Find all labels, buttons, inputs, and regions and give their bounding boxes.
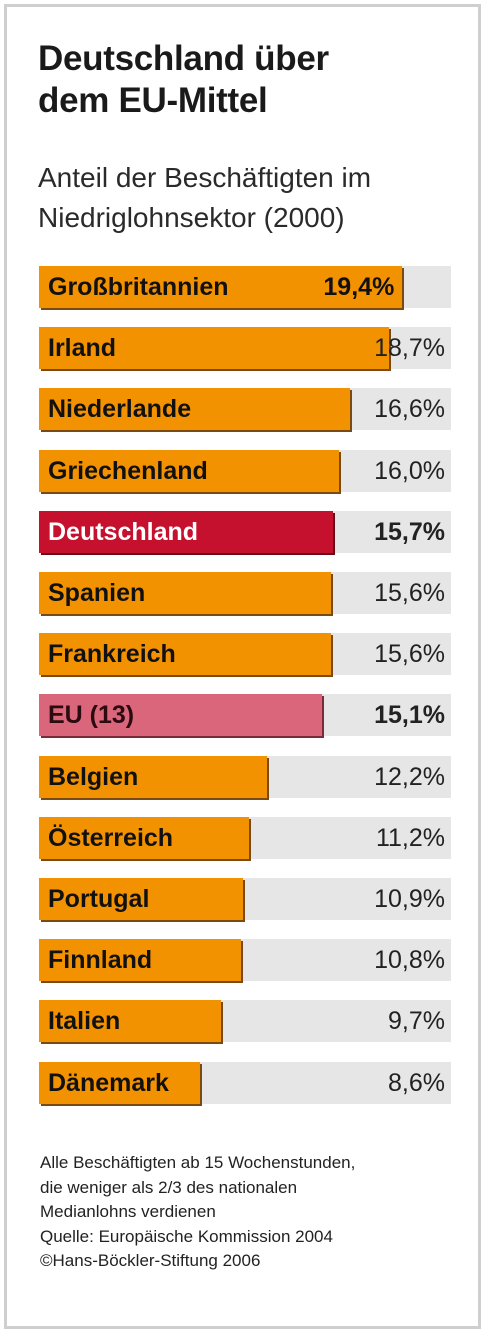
footnote-line-1: Alle Beschäftigten ab 15 Wochenstunden,: [40, 1153, 356, 1172]
bar-row: Österreich 11,2%: [39, 816, 451, 859]
bar-row: Deutschland 15,7%: [39, 510, 451, 553]
bar-row: Griechenland 16,0%: [39, 449, 451, 492]
bar-label: Großbritannien: [48, 273, 229, 301]
bar-label: Finnland: [48, 946, 153, 975]
chart-subtitle: Anteil der Beschäftigten im Niedriglohns…: [38, 158, 478, 238]
data-label: 16,0%: [374, 456, 445, 485]
data-label: 15,1%: [374, 701, 445, 730]
bar-label: Frankreich: [48, 640, 176, 669]
data-label: 10,8%: [374, 946, 445, 975]
bar-row: Spanien 15,6%: [39, 572, 451, 614]
bar-label: Griechenland: [48, 456, 208, 485]
title-line-1: Deutschland über: [38, 39, 329, 78]
bar-label: Italien: [48, 1007, 121, 1036]
bar-label: Irland: [48, 334, 117, 363]
subtitle-line-2: Niedriglohnsektor (2000): [38, 202, 345, 233]
bar-row: Frankreich 15,6%: [39, 633, 451, 676]
data-label: 9,7%: [388, 1007, 445, 1036]
bar-label: Spanien: [48, 579, 146, 607]
data-label: 15,7%: [374, 517, 445, 546]
bar-chart: Großbritannien 19,4% Irland 18,7% Niederland…: [39, 266, 451, 1106]
bar: [39, 816, 249, 859]
bar-row: Niederlande 16,6%: [39, 388, 451, 431]
data-label: 10,9%: [374, 885, 445, 913]
bar: [39, 266, 403, 308]
bar-label: Österreich: [48, 823, 174, 852]
bar-label: Deutschland: [48, 517, 199, 546]
bar: [39, 572, 332, 614]
bar-row: Finnland 10,8%: [39, 939, 451, 982]
data-label: 15,6%: [374, 579, 445, 607]
copyright-line: ©Hans-Böckler-Stiftung 2006: [40, 1251, 261, 1270]
chart-title: Deutschland über dem EU-Mittel: [38, 38, 478, 122]
footnote: Alle Beschäftigten ab 15 Wochenstunden, …: [40, 1151, 470, 1274]
bar: [39, 388, 350, 431]
chart-frame: [4, 4, 481, 1329]
bar: [39, 939, 242, 982]
data-label: 12,2%: [374, 762, 445, 791]
source-line: Quelle: Europäische Kommission 2004: [40, 1226, 333, 1246]
data-label: 18,7%: [374, 334, 445, 363]
data-label: 8,6%: [388, 1068, 445, 1097]
footnote-line-3: Medianlohns verdienen: [40, 1202, 216, 1221]
bar: [39, 327, 390, 370]
bar-label: Belgien: [48, 762, 139, 791]
subtitle-line-1: Anteil der Beschäftigten im: [38, 162, 372, 193]
bar-label: Dänemark: [48, 1068, 169, 1097]
bar: [39, 1061, 201, 1104]
bar: [39, 755, 268, 798]
bar-row: Dänemark 8,6%: [39, 1061, 451, 1104]
bar-row: EU (13) 15,1%: [39, 694, 451, 737]
data-label: 16,6%: [374, 395, 445, 424]
data-label: 19,4%: [323, 273, 395, 301]
bar-row: Großbritannien 19,4%: [39, 266, 451, 308]
bar: [39, 633, 332, 676]
bar-row: Belgien 12,2%: [39, 755, 451, 798]
bar: [39, 510, 334, 553]
bar: [39, 1000, 221, 1043]
bar-label: Portugal: [48, 885, 150, 913]
data-label: 11,2%: [375, 823, 445, 852]
bar-row: Irland 18,7%: [39, 327, 451, 370]
bar-label: EU (13): [48, 701, 135, 730]
footnote-line-2: die weniger als 2/3 des nationalen: [40, 1177, 298, 1197]
title-line-2: dem EU-Mittel: [38, 81, 268, 120]
bar: [39, 694, 322, 737]
bar-row: Italien 9,7%: [39, 1000, 451, 1043]
bar-label: Niederlande: [48, 395, 192, 424]
data-label: 15,6%: [374, 640, 445, 669]
bar: [39, 449, 339, 492]
bar-row: Portugal 10,9%: [39, 878, 451, 920]
bar: [39, 878, 244, 920]
